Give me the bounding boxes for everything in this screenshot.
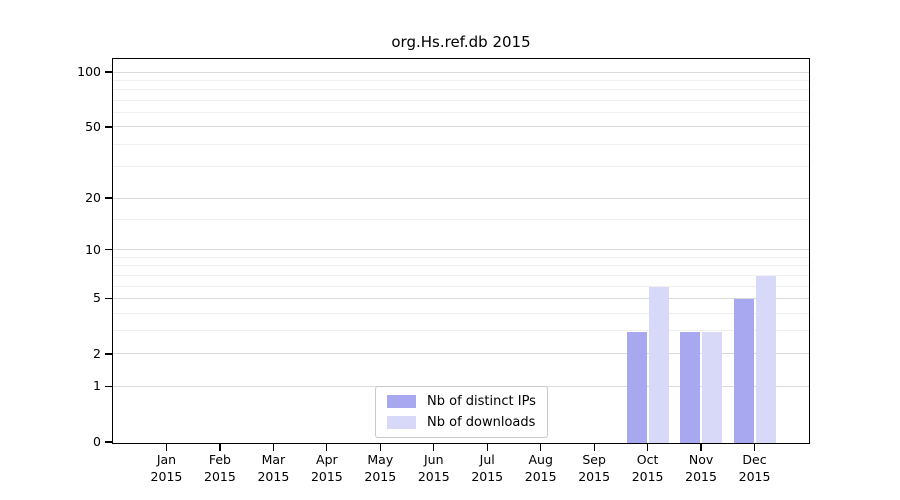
- x-axis-tick: [219, 443, 221, 451]
- x-tick-month: Feb: [208, 452, 231, 467]
- y-axis-tick: [105, 71, 113, 73]
- legend-label: Nb of distinct IPs: [427, 394, 536, 409]
- gridline-minor: [113, 166, 809, 168]
- gridline-minor: [113, 219, 809, 221]
- x-tick-label: Aug 2015: [501, 451, 581, 485]
- x-tick-label: Mar 2015: [233, 451, 313, 485]
- x-tick-month: Jul: [479, 452, 495, 467]
- x-tick-year: 2015: [524, 469, 557, 484]
- y-axis-tick: [105, 385, 113, 388]
- y-tick-label: 10: [85, 241, 101, 257]
- y-axis-tick: [105, 126, 113, 128]
- x-tick-year: 2015: [257, 469, 290, 484]
- x-tick-year: 2015: [685, 469, 717, 484]
- y-axis-tick: [105, 297, 113, 300]
- x-tick-month: Jan: [156, 452, 177, 467]
- x-axis-tick: [700, 443, 702, 451]
- x-axis-tick: [326, 443, 328, 451]
- gridline-minor: [113, 143, 809, 145]
- plot-area: Nb of distinct IPs Nb of downloads 0 1 2 5 10…: [77, 58, 810, 484]
- x-tick-month: Aug: [528, 452, 553, 467]
- x-tick-year: 2015: [417, 469, 450, 484]
- x-tick-label: May 2015: [340, 451, 420, 485]
- x-tick-year: 2015: [738, 469, 771, 484]
- legend-swatch-nb-of-downloads: [387, 416, 416, 429]
- x-tick-year: 2015: [204, 469, 236, 484]
- gridline-minor: [113, 79, 809, 81]
- x-axis-tick: [753, 443, 756, 451]
- y-tick-label: 5: [93, 290, 101, 306]
- gridline-minor: [113, 330, 809, 332]
- gridline-major: [113, 71, 809, 73]
- x-tick-month: Sep: [582, 452, 606, 467]
- x-tick-month: Nov: [688, 452, 714, 467]
- x-axis-tick: [433, 443, 435, 451]
- x-tick-label: Nov 2015: [661, 451, 741, 485]
- legend-swatch-nb-of-distinct-ips: [387, 395, 416, 408]
- gridline-minor: [113, 256, 809, 258]
- legend-label: Nb of downloads: [427, 415, 536, 430]
- gridline-major: [113, 353, 809, 355]
- y-tick-label: 20: [85, 190, 101, 205]
- gridline-major: [113, 126, 809, 128]
- x-tick-label: Apr 2015: [287, 451, 367, 485]
- x-tick-year: 2015: [631, 469, 664, 484]
- y-tick-label: 50: [85, 118, 101, 134]
- gridline-major: [113, 197, 809, 199]
- x-axis-tick: [646, 443, 649, 451]
- x-tick-month: Dec: [742, 452, 767, 467]
- y-tick-label: 2: [93, 345, 101, 361]
- x-axis-tick: [379, 443, 381, 451]
- y-axis-tick: [105, 441, 113, 443]
- y-tick-label: 100: [77, 64, 101, 80]
- x-tick-label: Sep 2015: [554, 451, 634, 485]
- chart-title: org.Hs.ref.db 2015: [391, 33, 531, 51]
- x-tick-year: 2015: [364, 469, 397, 484]
- gridline-minor: [113, 112, 809, 114]
- x-axis-tick: [165, 443, 168, 451]
- x-axis-tick: [540, 443, 542, 451]
- x-tick-year: 2015: [578, 469, 611, 484]
- x-tick-label: Oct 2015: [608, 451, 688, 485]
- bar-nb-of-distinct-ips-nov: [680, 331, 701, 443]
- x-tick-label: Jan 2015: [126, 451, 206, 485]
- x-tick-month: Mar: [261, 452, 286, 467]
- x-tick-month: Apr: [316, 452, 338, 467]
- x-tick-year: 2015: [471, 469, 504, 484]
- x-tick-month: Oct: [636, 452, 659, 467]
- x-axis-tick: [486, 443, 488, 451]
- x-tick-month: Jun: [424, 452, 444, 467]
- gridline-minor: [113, 265, 809, 267]
- gridline-minor: [113, 89, 809, 91]
- x-axis-tick: [593, 443, 595, 451]
- x-tick-label: Jun 2015: [394, 451, 474, 485]
- gridline-minor: [113, 285, 809, 287]
- bar-nb-of-downloads-nov: [702, 331, 723, 443]
- y-axis-tick: [105, 249, 113, 251]
- y-axis-tick: [105, 353, 113, 355]
- y-axis-tick: [105, 197, 113, 199]
- gridline-minor: [113, 274, 809, 276]
- x-axis-tick: [272, 443, 275, 451]
- bar-nb-of-distinct-ips-dec: [733, 299, 754, 443]
- y-tick-label: 1: [93, 378, 101, 394]
- x-tick-year: 2015: [150, 469, 183, 484]
- gridline-major: [113, 249, 809, 251]
- bar-nb-of-distinct-ips-oct: [626, 331, 647, 443]
- bar-nb-of-downloads-dec: [755, 276, 776, 443]
- gridline-major: [113, 297, 809, 299]
- x-tick-label: Feb 2015: [180, 451, 260, 485]
- legend: Nb of distinct IPs Nb of downloads: [375, 386, 548, 438]
- x-tick-year: 2015: [310, 469, 343, 484]
- legend-item: Nb of distinct IPs: [387, 394, 536, 409]
- bar-nb-of-downloads-oct: [648, 287, 669, 443]
- x-tick-month: May: [367, 452, 394, 467]
- x-tick-label: Dec 2015: [715, 451, 795, 485]
- legend-item: Nb of downloads: [387, 415, 536, 430]
- y-tick-label: 0: [93, 434, 101, 449]
- gridline-minor: [113, 312, 809, 314]
- x-tick-label: Jul 2015: [447, 451, 527, 485]
- gridline-minor: [113, 99, 809, 101]
